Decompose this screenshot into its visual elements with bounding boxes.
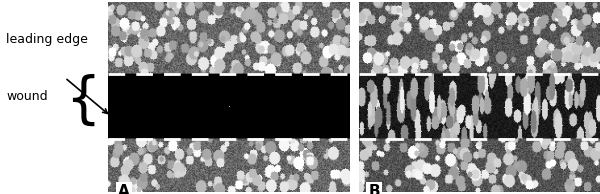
Text: {: { xyxy=(65,74,100,128)
Text: wound: wound xyxy=(6,90,47,104)
Text: B: B xyxy=(368,184,380,194)
Text: A: A xyxy=(118,184,130,194)
Text: leading edge: leading edge xyxy=(6,33,88,46)
